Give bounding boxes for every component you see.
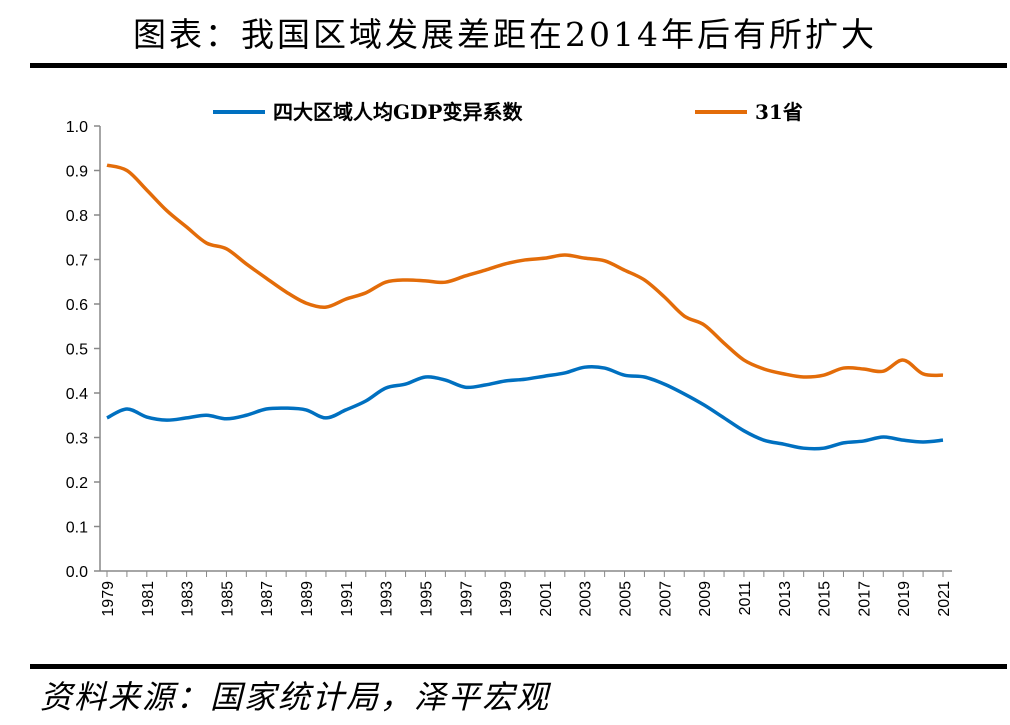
x-tick-label: 2007 xyxy=(657,581,674,617)
series-lines xyxy=(106,163,944,451)
y-tick-label: 0.9 xyxy=(66,164,88,181)
x-tick-label: 1985 xyxy=(219,581,236,617)
x-tick-label: 2009 xyxy=(697,581,714,617)
x-tick-label: 1991 xyxy=(339,581,356,617)
x-tick-label: 2015 xyxy=(817,581,834,617)
x-tick-label: 2003 xyxy=(578,581,595,617)
x-tick-label: 1981 xyxy=(140,581,157,617)
x-tick-label: 2017 xyxy=(856,581,873,617)
series-line-0 xyxy=(106,365,944,451)
x-tick-label: 2021 xyxy=(936,581,953,617)
x-tick-label: 1993 xyxy=(379,581,396,617)
y-tick-label: 0.7 xyxy=(66,253,88,270)
y-tick-label: 1.0 xyxy=(66,119,88,136)
y-tick-label: 0.1 xyxy=(66,520,88,537)
top-rule xyxy=(30,63,1007,68)
axes: 0.0 0.1 0.2 0.3 0.4 0.5 0.6 0.7 0.8 0.9 1.0 1979 198… xyxy=(66,119,953,617)
x-tick-label: 1997 xyxy=(458,581,475,617)
legend-label-1: 31省 xyxy=(755,100,803,124)
x-tick-label: 1989 xyxy=(299,581,316,617)
x-tick-label: 2013 xyxy=(777,581,794,617)
x-tick-label: 2019 xyxy=(896,581,913,617)
bottom-rule xyxy=(30,664,1007,669)
chart-title: 图表：我国区域发展差距在2014年后有所扩大 xyxy=(133,15,877,54)
y-tick-label: 0.8 xyxy=(66,208,88,225)
x-tick-label: 1987 xyxy=(259,581,276,617)
legend-label-0: 四大区域人均GDP变异系数 xyxy=(273,100,523,124)
y-tick-label: 0.0 xyxy=(66,564,88,581)
source-note: 资料来源：国家统计局，泽平宏观 xyxy=(40,678,551,716)
y-tick-label: 0.2 xyxy=(66,475,88,492)
y-tick-label: 0.6 xyxy=(66,297,88,314)
x-tick-label: 1995 xyxy=(418,581,435,617)
x-tick-label: 2005 xyxy=(618,581,635,617)
legend: 四大区域人均GDP变异系数 31省 xyxy=(213,100,803,124)
y-tick-label: 0.5 xyxy=(66,342,88,359)
x-tick-label: 1979 xyxy=(100,581,117,617)
x-tick-label: 1983 xyxy=(180,581,197,617)
y-tick-label: 0.3 xyxy=(66,431,88,448)
y-tick-label: 0.4 xyxy=(66,386,88,403)
x-tick-label: 2001 xyxy=(538,581,555,617)
x-tick-label: 2011 xyxy=(737,581,754,616)
series-line-1 xyxy=(106,163,944,379)
x-tick-label: 1999 xyxy=(498,581,515,617)
